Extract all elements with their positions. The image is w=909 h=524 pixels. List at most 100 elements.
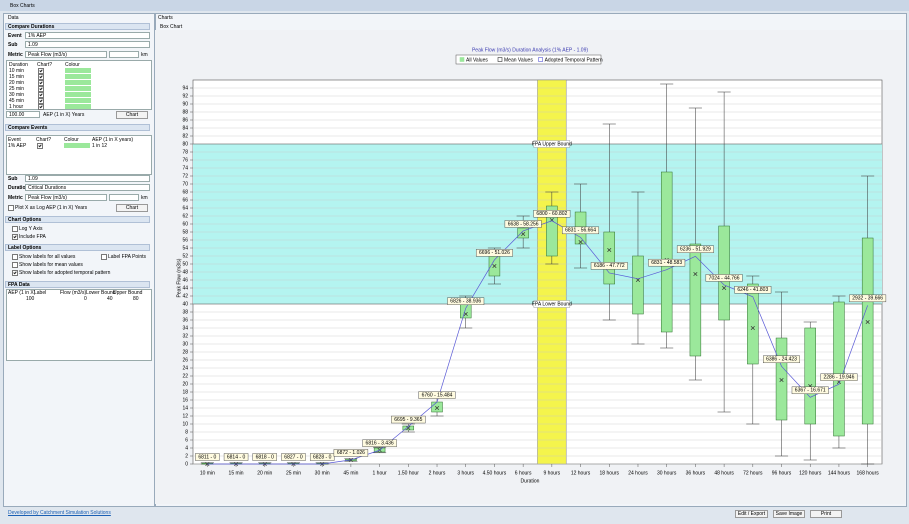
colour-swatch	[65, 68, 91, 73]
x-axis-label: Duration	[521, 478, 540, 484]
chart-title: Peak Flow (m3/s) Duration Analysis (1% A…	[472, 47, 588, 53]
section-header[interactable]: Label Options	[5, 244, 150, 251]
section-header[interactable]: FPA Data	[5, 281, 150, 288]
box	[833, 301, 845, 437]
checkbox[interactable]	[12, 270, 18, 276]
value-label-box	[562, 226, 600, 235]
x-tick-label: 36 hours	[686, 470, 706, 476]
chart-button[interactable]: Chart	[116, 204, 148, 212]
value-label: 6872 - 1.026	[337, 450, 365, 456]
chart-button[interactable]: Chart	[116, 111, 148, 119]
value-label: 6811 - 0	[198, 454, 216, 460]
checkbox[interactable]	[12, 262, 18, 268]
input[interactable]	[109, 194, 139, 201]
x-tick-label: 18 hours	[600, 470, 620, 476]
label: Label FPA Points	[108, 254, 146, 260]
x-tick-label: 1.50 hour	[398, 470, 419, 476]
value-label-box	[309, 453, 335, 461]
mean-marker	[406, 425, 411, 431]
x-tick-label: 72 hours	[743, 470, 763, 476]
cell: 10 min	[9, 68, 25, 74]
y-tick-label: 66	[182, 197, 188, 203]
column-header: Event	[8, 137, 21, 143]
checkbox[interactable]	[37, 143, 43, 149]
value-label: 7024 - 44.766	[709, 275, 740, 281]
button[interactable]: Save Image	[773, 510, 805, 518]
dropdown[interactable]: Peak Flow (m3/s)	[25, 51, 107, 58]
value-label: 6695 - 9.365	[394, 417, 422, 423]
credit-link[interactable]: Developed by Catchment Simulation Soluti…	[8, 510, 111, 516]
input[interactable]: 100.00	[6, 111, 40, 118]
checkbox[interactable]	[101, 254, 107, 260]
y-axis-label: Peak Flow (m3/s)	[176, 258, 182, 297]
box	[804, 327, 816, 425]
cell: 1% AEP	[8, 143, 27, 149]
column-header: Chart?	[37, 62, 53, 68]
y-tick-label: 22	[182, 373, 188, 379]
button[interactable]: Edit / Export	[735, 510, 768, 518]
value-label-box	[849, 294, 887, 303]
legend-swatch	[538, 57, 543, 62]
mean-marker	[492, 263, 497, 269]
dropdown[interactable]: Peak Flow (m3/s)	[25, 194, 107, 201]
value-label-box	[418, 391, 456, 399]
checkbox[interactable]	[8, 205, 14, 211]
legend-label: Mean Values	[504, 57, 533, 63]
checkbox[interactable]	[12, 254, 18, 260]
x-tick-label: 1 hour	[373, 470, 388, 476]
x-tick-label: 25 min	[286, 470, 301, 476]
section-header[interactable]: Chart Options	[5, 216, 150, 223]
y-tick-label: 16	[182, 397, 188, 403]
x-tick-label: 20 min	[257, 470, 272, 476]
value-label: 6760 - 15.484	[422, 392, 453, 398]
dropdown[interactable]: 1.09	[25, 175, 150, 182]
y-tick-label: 68	[182, 189, 188, 195]
value-label: 6367 - 16.671	[795, 388, 826, 394]
box	[460, 303, 472, 319]
tab[interactable]: Charts	[158, 15, 173, 21]
value-label-box	[590, 262, 628, 270]
dropdown[interactable]: 1.09	[25, 41, 150, 48]
mean-marker	[693, 271, 698, 277]
fpa-label: FPA Lower Bound	[532, 301, 572, 307]
column-header: Lower Bound	[86, 290, 116, 296]
y-tick-label: 32	[182, 333, 188, 339]
cell: 80	[133, 296, 139, 302]
column-header: Label	[34, 290, 47, 296]
y-tick-label: 80	[182, 141, 188, 147]
y-tick-label: 10	[182, 421, 188, 427]
section-header[interactable]: Compare Durations	[5, 23, 150, 30]
box	[546, 205, 558, 257]
x-tick-label: 30 min	[315, 470, 330, 476]
checkbox[interactable]	[38, 104, 44, 110]
x-tick-label: 120 hours	[799, 470, 822, 476]
colour-swatch	[65, 86, 91, 91]
checkbox[interactable]	[12, 226, 18, 232]
value-label-box	[281, 453, 306, 461]
y-tick-label: 30	[182, 341, 188, 347]
dropdown[interactable]: 1% AEP	[25, 32, 150, 39]
input[interactable]	[109, 51, 139, 58]
dropdown[interactable]: Critical Durations	[25, 184, 150, 191]
x-tick-label: 48 hours	[714, 470, 734, 476]
cell: 25 min	[9, 86, 25, 92]
y-tick-label: 62	[182, 213, 188, 219]
value-label: 2286 - 19.946	[824, 375, 855, 381]
value-label: 6818 - 0	[256, 454, 275, 460]
mean-marker	[607, 247, 612, 253]
button[interactable]: Print	[810, 510, 842, 518]
y-tick-label: 82	[182, 133, 188, 139]
value-label: 6828 - 0	[313, 454, 332, 460]
value-label-box	[362, 439, 397, 447]
value-label-box	[820, 373, 858, 381]
y-tick-label: 42	[182, 293, 188, 299]
tab[interactable]: Data	[8, 15, 19, 21]
value-label-box	[763, 355, 800, 364]
cell: 15 min	[9, 74, 25, 80]
x-tick-label: 24 hours	[628, 470, 648, 476]
section-header[interactable]: Compare Events	[5, 124, 150, 131]
label: Show labels for adopted temporal pattern	[19, 270, 111, 276]
cell: 20 min	[9, 80, 25, 86]
checkbox[interactable]	[12, 234, 18, 240]
subtab[interactable]: Box Chart	[160, 24, 183, 30]
